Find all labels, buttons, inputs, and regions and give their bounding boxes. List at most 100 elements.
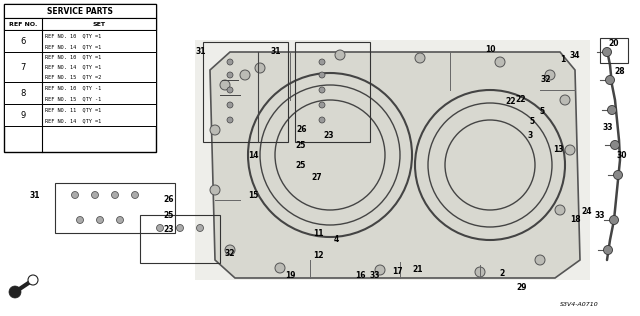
Text: 9: 9	[20, 111, 26, 119]
Circle shape	[227, 72, 233, 78]
Text: 18: 18	[570, 216, 580, 224]
Circle shape	[111, 191, 118, 198]
Circle shape	[92, 191, 99, 198]
Text: 8: 8	[20, 88, 26, 98]
Circle shape	[177, 224, 184, 232]
Circle shape	[220, 80, 230, 90]
Bar	[4, 30, 156, 52]
Text: 5: 5	[540, 107, 545, 117]
Text: 32: 32	[225, 248, 236, 258]
Text: REF NO. 14  QTY =1: REF NO. 14 QTY =1	[45, 64, 101, 70]
Polygon shape	[210, 52, 580, 278]
Circle shape	[9, 286, 21, 298]
Circle shape	[495, 57, 505, 67]
Circle shape	[545, 70, 555, 80]
Circle shape	[72, 191, 79, 198]
Text: 25: 25	[296, 161, 306, 169]
Text: 27: 27	[312, 173, 323, 181]
Text: REF NO. 14  QTY =1: REF NO. 14 QTY =1	[45, 44, 101, 49]
Circle shape	[77, 216, 83, 223]
Circle shape	[210, 185, 220, 195]
Text: 33: 33	[370, 270, 380, 279]
Bar	[4, 82, 156, 104]
Text: SET: SET	[93, 21, 106, 27]
Circle shape	[227, 102, 233, 108]
Circle shape	[604, 246, 612, 254]
Circle shape	[555, 205, 565, 215]
Circle shape	[535, 255, 545, 265]
Circle shape	[131, 191, 138, 198]
Text: 17: 17	[392, 268, 403, 276]
Text: 30: 30	[617, 150, 627, 160]
Text: 33: 33	[603, 124, 613, 132]
Circle shape	[319, 72, 325, 78]
Circle shape	[227, 117, 233, 123]
Circle shape	[602, 47, 611, 57]
Text: 22: 22	[516, 95, 526, 105]
Text: 4: 4	[333, 235, 339, 245]
Bar	[600, 38, 628, 63]
Text: 24: 24	[582, 208, 592, 216]
Text: REF NO. 14  QTY =1: REF NO. 14 QTY =1	[45, 118, 101, 123]
Circle shape	[28, 275, 38, 285]
Circle shape	[225, 245, 235, 255]
Text: 32: 32	[541, 76, 551, 84]
Text: 13: 13	[553, 145, 563, 155]
Text: REF NO. 15  QTY -1: REF NO. 15 QTY -1	[45, 96, 101, 101]
Circle shape	[240, 70, 250, 80]
Text: 26: 26	[297, 125, 307, 135]
Circle shape	[415, 53, 425, 63]
Text: REF NO. 11  QTY =1: REF NO. 11 QTY =1	[45, 107, 101, 112]
Text: 7: 7	[20, 63, 26, 71]
Text: 25: 25	[164, 210, 174, 220]
Text: 14: 14	[248, 150, 259, 160]
Text: 33: 33	[595, 210, 605, 220]
Bar	[4, 4, 156, 18]
Text: 31: 31	[29, 191, 40, 199]
Text: 31: 31	[271, 47, 281, 57]
Circle shape	[565, 145, 575, 155]
Text: 31: 31	[196, 47, 206, 57]
Circle shape	[607, 106, 616, 114]
Text: 1: 1	[561, 56, 566, 64]
Text: S3V4-A0710: S3V4-A0710	[560, 302, 599, 307]
Text: REF NO. 10  QTY =1: REF NO. 10 QTY =1	[45, 33, 101, 38]
Text: REF NO. 15  QTY =2: REF NO. 15 QTY =2	[45, 75, 101, 80]
Text: 5: 5	[529, 118, 534, 126]
Text: 34: 34	[570, 51, 580, 59]
Circle shape	[605, 76, 614, 84]
Text: 25: 25	[296, 141, 306, 149]
Text: SERVICE PARTS: SERVICE PARTS	[47, 7, 113, 15]
Circle shape	[319, 117, 325, 123]
Circle shape	[97, 216, 104, 223]
Circle shape	[227, 59, 233, 65]
Text: 23: 23	[324, 131, 334, 139]
Text: 22: 22	[506, 98, 516, 106]
Text: 11: 11	[313, 229, 323, 239]
Bar	[4, 52, 156, 82]
Circle shape	[609, 216, 618, 224]
Text: 26: 26	[164, 196, 174, 204]
Circle shape	[319, 102, 325, 108]
Bar	[4, 4, 156, 152]
Bar	[4, 18, 156, 30]
Text: REF NO. 10  QTY =1: REF NO. 10 QTY =1	[45, 54, 101, 59]
Text: 16: 16	[355, 270, 365, 279]
Bar	[295, 42, 370, 142]
Polygon shape	[195, 40, 590, 280]
Circle shape	[116, 216, 124, 223]
Text: 28: 28	[614, 68, 625, 76]
Circle shape	[614, 171, 623, 179]
Circle shape	[196, 224, 204, 232]
Circle shape	[475, 267, 485, 277]
Text: 29: 29	[516, 283, 527, 291]
Text: 20: 20	[609, 39, 620, 47]
Circle shape	[227, 87, 233, 93]
Text: 3: 3	[527, 131, 532, 139]
Text: 19: 19	[285, 270, 295, 279]
Circle shape	[319, 87, 325, 93]
Text: 6: 6	[20, 37, 26, 46]
Circle shape	[157, 224, 163, 232]
Text: 15: 15	[248, 191, 258, 199]
Bar	[203, 42, 288, 142]
